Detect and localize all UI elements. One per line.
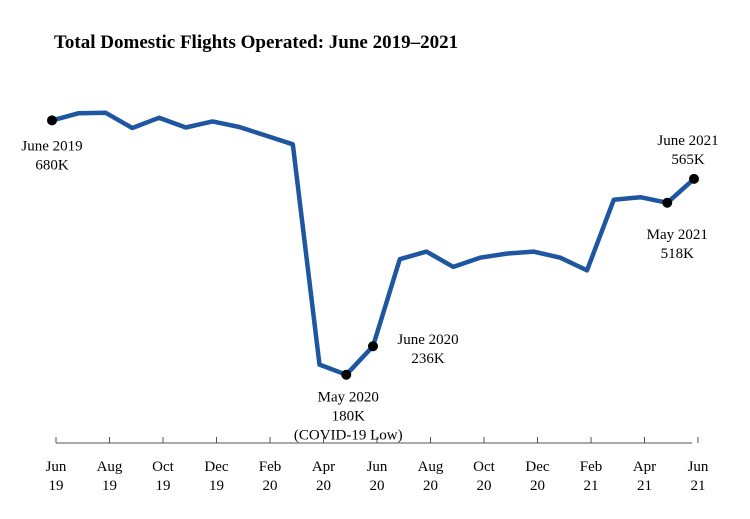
annotation-marker: [662, 197, 673, 208]
x-tick-label-year: 21: [584, 478, 599, 494]
x-tick-label-year: 20: [477, 478, 492, 494]
x-tick-label-month: Feb: [580, 459, 603, 475]
annotation-label: 680K: [35, 157, 69, 173]
x-tick-label-year: 21: [637, 478, 652, 494]
x-tick-label-year: 21: [691, 478, 706, 494]
annotation-label: 518K: [661, 246, 695, 262]
series-layer: [49, 110, 697, 377]
x-tick-label-month: Oct: [473, 459, 495, 475]
x-tick-label-month: Apr: [633, 459, 656, 475]
x-tick-label-year: 20: [423, 478, 438, 494]
x-tick-label-year: 19: [102, 478, 117, 494]
annotation-marker: [689, 173, 699, 184]
x-tick-label-month: Dec: [525, 459, 549, 475]
x-tick-label-month: Aug: [418, 459, 444, 475]
annotation-label: 565K: [671, 152, 705, 168]
annotation-label: (COVID-19 Low): [294, 428, 403, 444]
series-line-domestic-flights: [49, 110, 697, 377]
x-tick-label-year: 20: [263, 478, 278, 494]
annotation-label: May 2020: [318, 390, 379, 406]
annotation-label: June 2021: [657, 133, 718, 149]
annotation-label: June 2020: [397, 332, 458, 348]
annotation-label: 236K: [411, 351, 445, 367]
x-tick-label-year: 19: [209, 478, 224, 494]
annotation-label: June 2019: [21, 138, 82, 154]
annotation-label: 180K: [332, 409, 366, 425]
x-tick-label-year: 19: [156, 478, 171, 494]
x-tick-label-month: Jun: [367, 459, 388, 475]
x-tick-label-month: Aug: [97, 459, 123, 475]
annotation-marker: [341, 369, 352, 380]
x-tick-label-month: Oct: [152, 459, 174, 475]
x-tick-label-year: 20: [370, 478, 385, 494]
annotation-labels: June 2019 680K May 2020 180K (COVID-19 Low) J…: [21, 133, 718, 444]
chart-title: Total Domestic Flights Operated: June 20…: [54, 32, 459, 53]
x-axis: Jun 19 Aug 19 Oct 19 Dec 19 Feb 20 Apr 20 Jun 20 Aug 20…: [46, 437, 709, 494]
x-tick-label-year: 20: [530, 478, 545, 494]
x-tick-label-month: Feb: [259, 459, 282, 475]
x-tick-label-year: 20: [316, 478, 331, 494]
x-tick-label-month: Jun: [688, 459, 709, 475]
annotation-marker: [368, 341, 378, 352]
x-tick-label-month: Jun: [46, 459, 67, 475]
annotation-label: May 2021: [647, 227, 708, 243]
x-tick-label-year: 19: [49, 478, 64, 494]
x-tick-label-month: Dec: [204, 459, 228, 475]
annotation-markers: [47, 115, 699, 380]
x-tick-label-month: Apr: [312, 459, 335, 475]
annotation-marker: [47, 115, 57, 126]
